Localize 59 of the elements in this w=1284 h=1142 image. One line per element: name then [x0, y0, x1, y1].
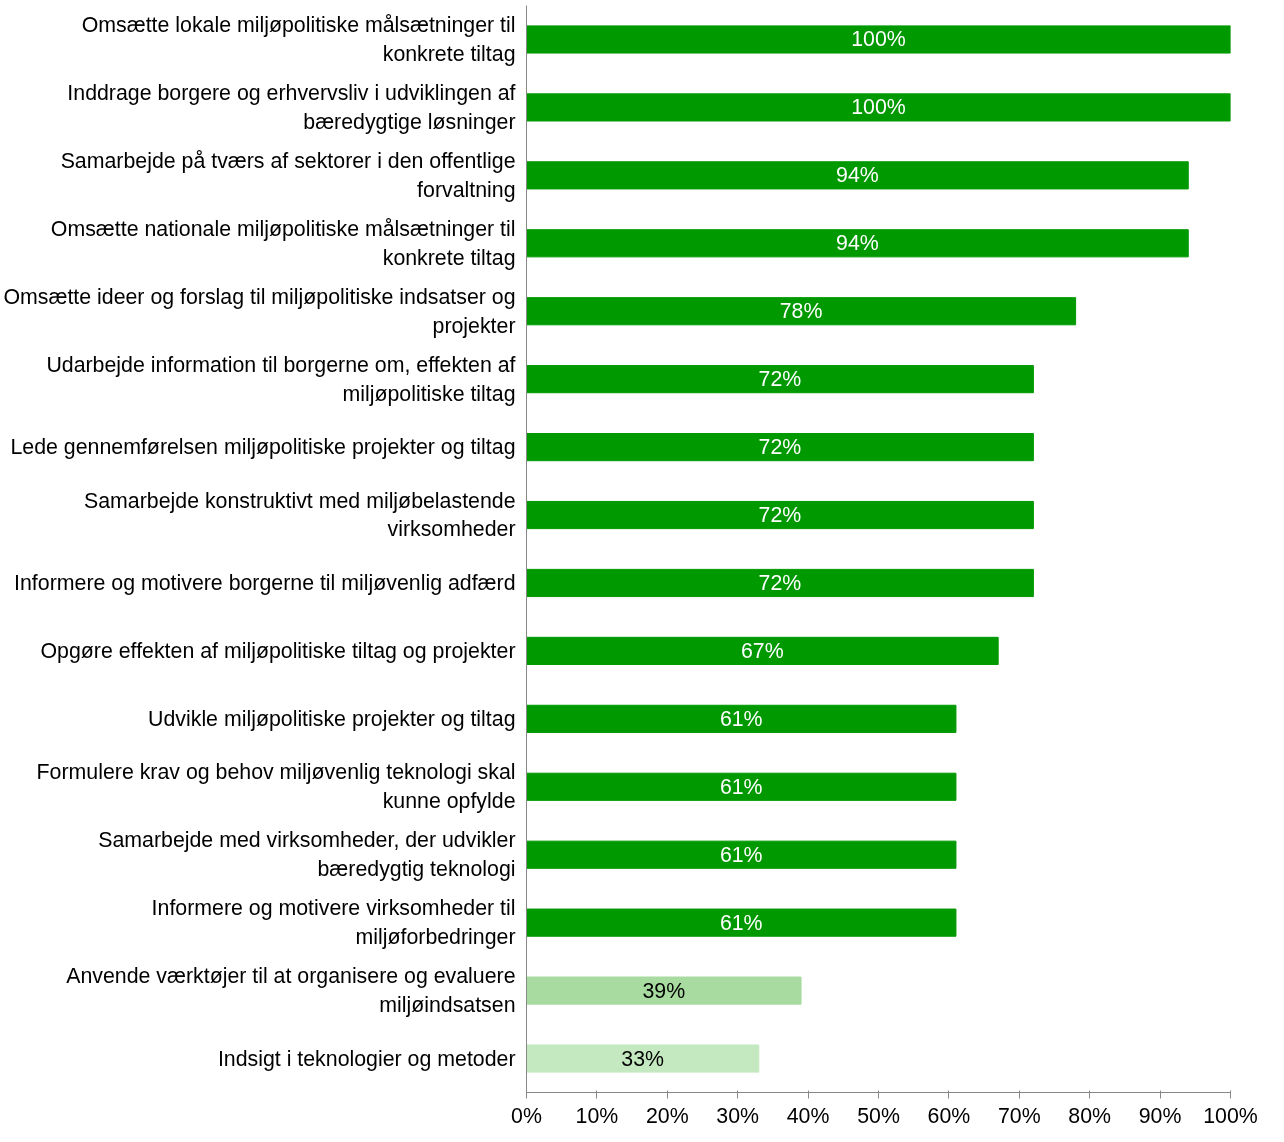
- bar: [526, 568, 1034, 598]
- bar: [526, 365, 1034, 394]
- y-tick-label: Informere og motivere borgerne til miljøvenlig adfærd: [14, 570, 516, 595]
- x-tick-label: 70%: [997, 1103, 1041, 1128]
- data-label: 67%: [741, 638, 784, 663]
- x-tick-label: 10%: [575, 1103, 619, 1128]
- data-label: 72%: [758, 435, 802, 460]
- data-label: 94%: [836, 163, 879, 188]
- bar: [526, 976, 802, 1005]
- data-label: 61%: [719, 910, 763, 935]
- data-label: 61%: [719, 706, 763, 731]
- bar: [526, 297, 1077, 326]
- bar: [526, 25, 1231, 54]
- y-tick-label: Udarbejde information til borgerne om, effekten af miljøpolitiske tiltag: [46, 352, 516, 406]
- x-tick-label: 0%: [511, 1103, 542, 1128]
- data-label: 100%: [851, 95, 906, 120]
- data-label: 61%: [719, 842, 763, 867]
- y-tick-label: Udvikle miljøpolitiske projekter og tiltag: [148, 706, 516, 731]
- bar: [526, 500, 1034, 530]
- y-tick-label: Samarbejde på tværs af sektorer i den offentlige forvaltning: [60, 148, 516, 202]
- bar: [526, 636, 999, 665]
- bar: [526, 772, 957, 801]
- y-tick-label: Informere og motivere virksomheder til miljøforbedringer: [151, 896, 516, 950]
- y-tick-label: Formulere krav og behov miljøvenlig teknologi skal kunne opfylde: [36, 760, 516, 814]
- y-tick-label: Omsætte nationale miljøpolitiske målsætninger til konkrete tiltag: [50, 216, 516, 270]
- data-label: 94%: [836, 231, 879, 256]
- x-tick-label: 40%: [786, 1103, 830, 1128]
- data-label: 39%: [642, 978, 686, 1003]
- bar: [526, 704, 957, 733]
- x-tick-label: 90%: [1138, 1103, 1182, 1128]
- x-tick-label: 100%: [1203, 1103, 1258, 1128]
- x-tick-label: 30%: [716, 1103, 760, 1128]
- x-tick-label: 60%: [927, 1103, 971, 1128]
- bar: [526, 93, 1231, 122]
- bar: [526, 229, 1189, 258]
- data-label: 72%: [758, 503, 802, 528]
- bar: [526, 908, 957, 937]
- data-label: 33%: [621, 1046, 665, 1071]
- x-tick-label: 80%: [1068, 1103, 1112, 1128]
- y-tick-label: Omsætte ideer og forslag til miljøpolitiske indsatser og projekter: [3, 284, 516, 338]
- x-tick-label: 20%: [645, 1103, 689, 1128]
- data-label: 72%: [758, 570, 802, 595]
- data-label: 72%: [758, 367, 802, 392]
- bar: [526, 1044, 760, 1073]
- bar: [526, 161, 1189, 190]
- y-tick-label: Samarbejde konstruktivt med miljøbelastende virksomheder: [84, 488, 516, 542]
- data-label: 61%: [719, 774, 763, 799]
- data-label: 78%: [779, 299, 823, 324]
- y-tick-label: Samarbejde med virksomheder, der udvikler bæredygtig teknologi: [98, 828, 516, 882]
- y-tick-label: Indsigt i teknologier og metoder: [217, 1046, 516, 1071]
- data-label: 100%: [851, 27, 906, 52]
- y-tick-label: Anvende værktøjer til at organisere og evaluere miljøindsatsen: [66, 964, 516, 1017]
- y-tick-label: Opgøre effekten af miljøpolitiske tiltag og projekter: [40, 638, 516, 663]
- x-tick-label: 50%: [857, 1103, 900, 1128]
- bar: [526, 433, 1034, 462]
- y-tick-label: Omsætte lokale miljøpolitiske målsætninger til konkrete tiltag: [81, 13, 516, 66]
- y-tick-label: Inddrage borgere og erhvervsliv i udviklingen af bæredygtige løsninger: [67, 81, 516, 134]
- bar: [526, 840, 957, 869]
- y-tick-label: Lede gennemførelsen miljøpolitiske projekter og tiltag: [10, 435, 516, 460]
